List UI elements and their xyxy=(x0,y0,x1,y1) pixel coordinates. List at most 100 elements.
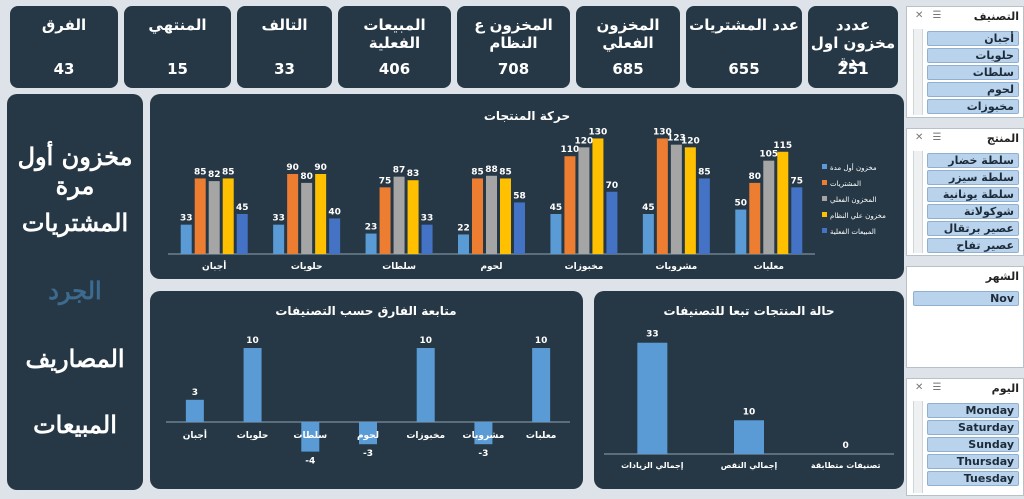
bar xyxy=(532,348,551,422)
data-label: -4 xyxy=(305,457,315,467)
bar xyxy=(185,399,204,422)
nav-item-sales[interactable]: المبيعات xyxy=(33,410,117,439)
x-tick-label: معلبات xyxy=(526,431,556,441)
multiselect-clear-icon[interactable]: ☰ ✕ xyxy=(915,382,945,393)
slicer-title: التصنيف xyxy=(973,10,1019,23)
slicer-item[interactable]: Nov xyxy=(913,291,1019,306)
slicer-day: اليوم ☰ ✕ Monday Saturday Sunday Thursda… xyxy=(906,378,1024,496)
bar xyxy=(365,233,377,254)
nav-panel: مخزون أول مرة المشتريات الجرد المصاريف ا… xyxy=(7,94,143,490)
slicer-item[interactable]: مخبوزات xyxy=(927,99,1019,114)
difference-panel: متابعة الفارق حسب التصنيفات 3 أجبان 10 حلويا… xyxy=(150,291,583,489)
x-tick-label: أجبان xyxy=(183,429,207,441)
slicer-item[interactable]: Monday xyxy=(927,403,1019,418)
bar xyxy=(194,178,206,254)
x-tick-label: حلويات xyxy=(291,262,323,272)
data-label: 85 xyxy=(698,167,711,177)
slicer-item[interactable]: شوكولاتة xyxy=(927,204,1019,219)
chart-title: متابعة الفارق حسب التصنيفات xyxy=(275,304,456,318)
legend-swatch xyxy=(822,180,827,185)
bar xyxy=(606,191,618,254)
data-label: 85 xyxy=(499,167,512,177)
slicer-month: الشهر Nov xyxy=(906,266,1024,368)
slicer-item[interactable]: عصير تفاح xyxy=(927,238,1019,253)
legend-swatch xyxy=(822,212,827,217)
bar xyxy=(698,178,710,254)
slicer-category: التصنيف ☰ ✕ أجبان حلويات سلطات لحوم مخبو… xyxy=(906,6,1024,118)
bar xyxy=(287,174,299,254)
x-tick-label: مشروبات xyxy=(655,262,697,272)
bar xyxy=(500,178,511,254)
bar xyxy=(578,147,590,254)
kpi-label: المخزون الفعلي xyxy=(596,16,660,52)
slicer-title: الشهر xyxy=(985,270,1019,283)
slicer-item[interactable]: سلطة يونانية xyxy=(927,187,1019,202)
slicer-title: اليوم xyxy=(991,382,1019,395)
legend-label: المبيعات الفعلية xyxy=(830,228,876,236)
bar xyxy=(180,224,192,254)
data-label: 3 xyxy=(192,388,198,398)
difference-chart: متابعة الفارق حسب التصنيفات 3 أجبان 10 حلويا… xyxy=(166,304,570,467)
bar xyxy=(236,214,248,254)
x-tick-label: لحوم xyxy=(357,431,379,441)
chart-title: حالة المنتجات تبعا للتصنيفات xyxy=(664,304,835,318)
slicer-item[interactable]: سلطة خضار xyxy=(927,153,1019,168)
data-label: 22 xyxy=(457,223,470,233)
multiselect-clear-icon[interactable]: ☰ ✕ xyxy=(915,132,945,143)
data-label: 123 xyxy=(667,134,686,144)
slicer-item[interactable]: لحوم xyxy=(927,82,1019,97)
data-label: 75 xyxy=(379,176,392,186)
data-label: 33 xyxy=(421,214,434,224)
data-label: 33 xyxy=(180,214,193,224)
data-label: 10 xyxy=(535,336,548,346)
slicer-item[interactable]: Tuesday xyxy=(927,471,1019,486)
data-label: 130 xyxy=(589,127,608,137)
kpi-label: عددد مخزون اول مدة xyxy=(810,16,896,70)
bar xyxy=(749,182,761,254)
bar xyxy=(243,348,262,422)
data-label: 0 xyxy=(843,441,849,451)
x-tick-label: لحوم xyxy=(480,262,502,272)
slicer-title: المنتج xyxy=(986,132,1019,145)
slicer-item[interactable]: أجبان xyxy=(927,31,1019,46)
nav-item-inventory[interactable]: الجرد xyxy=(48,276,102,305)
scrollbar[interactable] xyxy=(913,401,923,493)
multiselect-clear-icon[interactable]: ☰ ✕ xyxy=(915,10,945,21)
scrollbar[interactable] xyxy=(913,29,923,115)
data-label: 10 xyxy=(419,336,432,346)
slicer-item[interactable]: Thursday xyxy=(927,454,1019,469)
scrollbar[interactable] xyxy=(913,151,923,253)
data-label: 80 xyxy=(300,172,313,182)
data-label: 45 xyxy=(236,203,249,213)
nav-item-expenses[interactable]: المصاريف xyxy=(25,344,125,373)
bar xyxy=(670,144,682,254)
data-label: 130 xyxy=(653,127,672,137)
data-label: -3 xyxy=(363,449,373,459)
bar xyxy=(379,187,391,254)
bar xyxy=(763,160,775,254)
data-label: 87 xyxy=(393,166,406,176)
data-label: 40 xyxy=(328,207,341,217)
nav-item-opening-stock[interactable]: مخزون أول مرة xyxy=(17,142,133,200)
nav-item-purchases[interactable]: المشتريات xyxy=(21,208,129,237)
slicer-item[interactable]: حلويات xyxy=(927,48,1019,63)
x-tick-label: معلبات xyxy=(754,262,784,272)
kpi-value: 708 xyxy=(497,60,530,78)
slicer-item[interactable]: Saturday xyxy=(927,420,1019,435)
data-label: 10 xyxy=(246,336,259,346)
slicer-product: المنتج ☰ ✕ سلطة خضار سلطة سيزر سلطة يونا… xyxy=(906,128,1024,256)
legend-swatch xyxy=(822,164,827,169)
x-tick-label: حلويات xyxy=(237,431,269,441)
slicer-item[interactable]: سلطة سيزر xyxy=(927,170,1019,185)
data-label: 10 xyxy=(743,407,756,417)
kpi-value: 685 xyxy=(612,60,644,78)
bar xyxy=(301,182,313,254)
legend-label: مخزون أول مدة xyxy=(830,163,877,172)
bar xyxy=(735,209,747,254)
slicer-item[interactable]: Sunday xyxy=(927,437,1019,452)
bar xyxy=(642,214,654,254)
bar xyxy=(301,422,320,452)
slicer-item[interactable]: عصير برتقال xyxy=(927,221,1019,236)
slicer-item[interactable]: سلطات xyxy=(927,65,1019,80)
